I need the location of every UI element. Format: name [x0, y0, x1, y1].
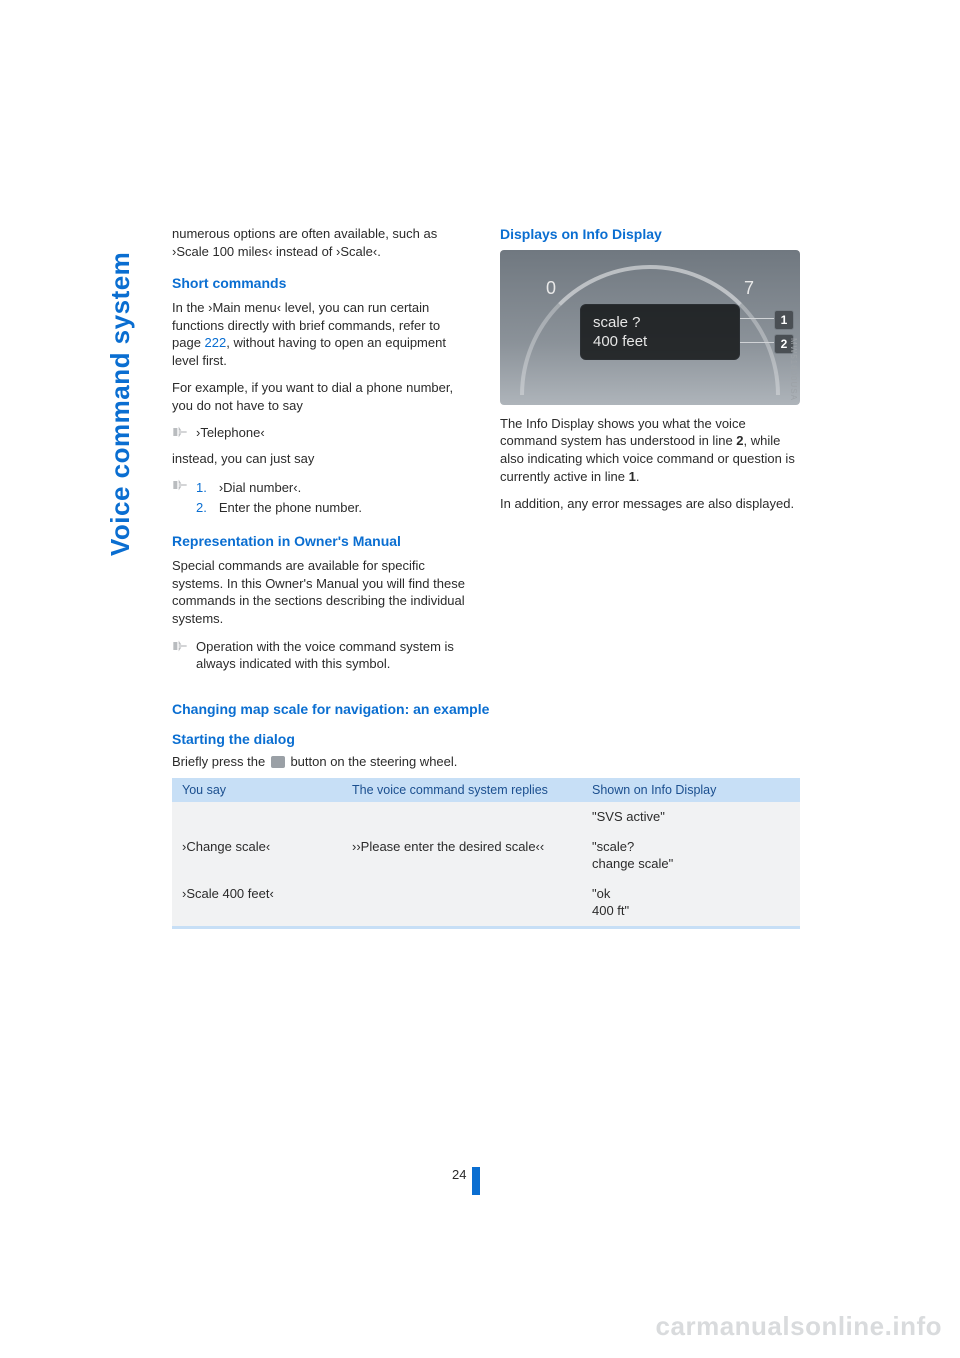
cell-display: "ok 400 ft" [582, 879, 800, 928]
cell-you-say [172, 802, 342, 832]
table-header-system-replies: The voice command system replies [342, 778, 582, 802]
displays-paragraph-2: In addition, any error messages are also… [500, 495, 800, 513]
right-column: Displays on Info Display 0 7 scale ? 400… [500, 225, 800, 681]
voice-command-steps: 1. ›Dial number‹. 2. Enter the phone numbe… [172, 477, 472, 518]
text-fragment: Briefly press the [172, 754, 269, 769]
watermark: carmanualsonline.info [656, 1311, 942, 1342]
starting-paragraph: Briefly press the button on the steering… [172, 753, 800, 771]
section-title-vertical: Voice command system [105, 252, 136, 556]
display-line-2: 400 feet [593, 332, 727, 352]
info-display-screen: scale ? 400 feet [580, 304, 740, 360]
display-line-1: scale ? [593, 313, 727, 333]
displays-paragraph: The Info Display shows you what the voic… [500, 415, 800, 485]
page-number-text: 24 [452, 1167, 466, 1182]
heading-starting-dialog: Starting the dialog [172, 731, 800, 747]
step-number: 1. [196, 479, 207, 497]
step-text: ›Dial number‹. [219, 479, 301, 497]
dialog-table: You say The voice command system replies… [172, 778, 800, 929]
step-1: 1. ›Dial number‹. [196, 479, 472, 497]
voice-command-line: ›Telephone‹ [172, 424, 472, 442]
step-text: Enter the phone number. [219, 499, 362, 517]
gauge-label-7: 7 [744, 276, 754, 300]
cell-you-say: ›Change scale‹ [172, 832, 342, 879]
voice-icon [172, 639, 188, 653]
steering-button-icon [271, 756, 285, 768]
table-row: "SVS active" [172, 802, 800, 832]
heading-representation: Representation in Owner's Manual [172, 532, 472, 551]
operation-note-text: Operation with the voice command system … [196, 638, 472, 673]
left-column: numerous options are often available, su… [172, 225, 472, 681]
figure-code: MW51800USA [787, 338, 798, 401]
step-2: 2. Enter the phone number. [196, 499, 472, 517]
short-commands-paragraph-2: For example, if you want to dial a phone… [172, 379, 472, 414]
page-number: 24 [452, 1167, 480, 1195]
page-reference-link[interactable]: 222 [205, 335, 227, 350]
line-ref-1: 1 [629, 469, 636, 484]
page-content: numerous options are often available, su… [172, 225, 802, 929]
page-number-bar [472, 1167, 480, 1195]
heading-changing-example: Changing map scale for navigation: an ex… [172, 701, 800, 717]
table-row: ›Scale 400 feet‹ "ok 400 ft" [172, 879, 800, 928]
step-number: 2. [196, 499, 207, 517]
example-section: Changing map scale for navigation: an ex… [172, 701, 800, 929]
cell-reply [342, 802, 582, 832]
heading-displays: Displays on Info Display [500, 225, 800, 244]
table-row: ›Change scale‹ ››Please enter the desire… [172, 832, 800, 879]
table-header-row: You say The voice command system replies… [172, 778, 800, 802]
text-fragment: button on the steering wheel. [287, 754, 458, 769]
heading-short-commands: Short commands [172, 274, 472, 293]
intro-paragraph: numerous options are often available, su… [172, 225, 472, 260]
callout-1: 1 [774, 310, 794, 330]
table-header-you-say: You say [172, 778, 342, 802]
info-display-figure: 0 7 scale ? 400 feet 1 2 MW51800USA [500, 250, 800, 405]
cell-display: "scale? change scale" [582, 832, 800, 879]
text-fragment: . [636, 469, 640, 484]
cell-reply [342, 879, 582, 928]
gauge-label-0: 0 [546, 276, 556, 300]
line-ref-2: 2 [736, 433, 743, 448]
voice-command-text: ›Telephone‹ [196, 424, 265, 442]
cell-reply: ››Please enter the desired scale‹‹ [342, 832, 582, 879]
voice-icon [172, 425, 188, 439]
cell-you-say: ›Scale 400 feet‹ [172, 879, 342, 928]
table-header-shown-display: Shown on Info Display [582, 778, 800, 802]
instead-text: instead, you can just say [172, 450, 472, 468]
short-commands-paragraph-1: In the ›Main menu‹ level, you can run ce… [172, 299, 472, 369]
representation-paragraph: Special commands are available for speci… [172, 557, 472, 627]
text-fragment: The Info Display shows you what the voic… [500, 416, 746, 449]
cell-display: "SVS active" [582, 802, 800, 832]
operation-note: Operation with the voice command system … [172, 638, 472, 673]
voice-icon [172, 478, 188, 492]
